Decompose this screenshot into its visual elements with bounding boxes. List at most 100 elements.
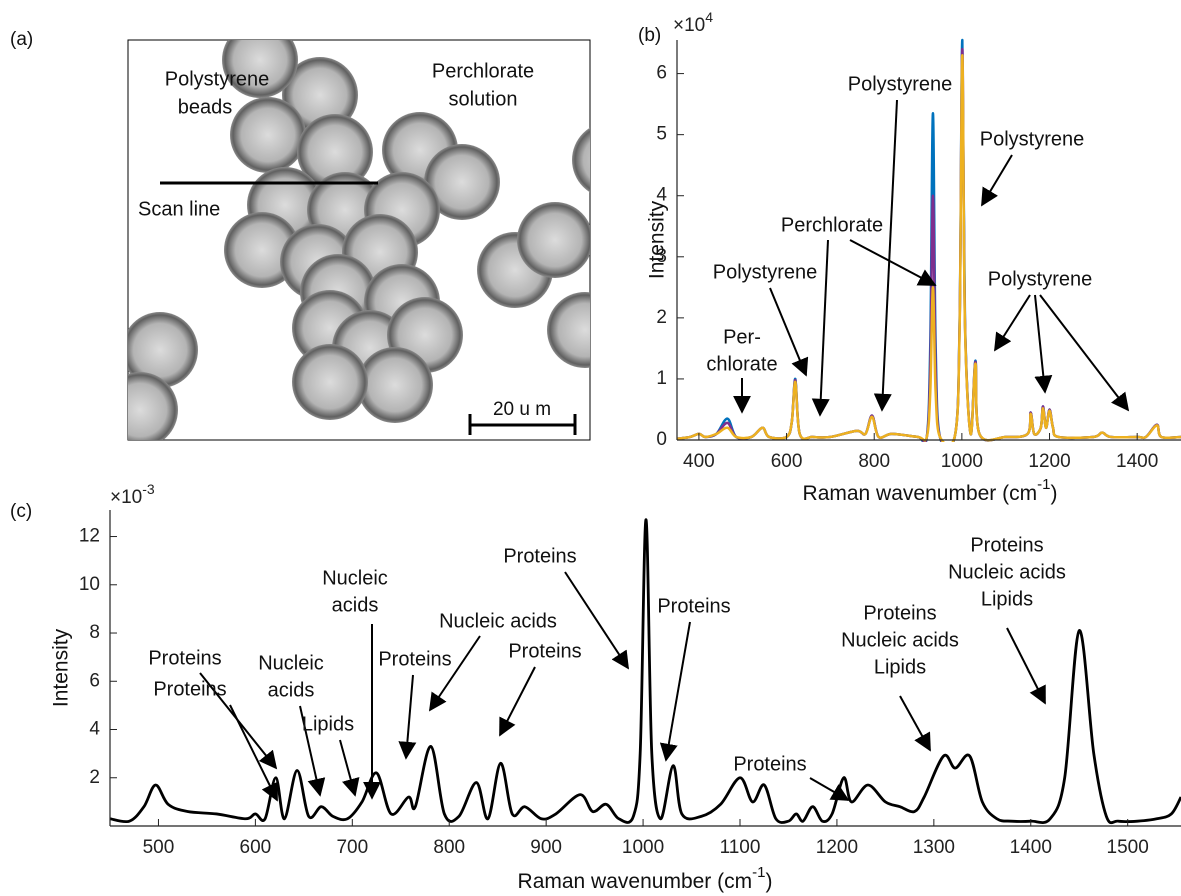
x-tick-label: 1000 [941, 451, 983, 472]
x-tick-label: 400 [683, 451, 715, 472]
x-axis-label: Raman wavenumber (cm-1) [518, 864, 773, 893]
y-tick-label: 8 [89, 622, 100, 643]
annotation: Proteins [153, 678, 226, 700]
bead [222, 40, 298, 98]
x-tick-label: 1300 [913, 837, 955, 858]
annotation-arrow [499, 666, 536, 737]
y-tick-label: 6 [656, 63, 667, 84]
bead [292, 344, 368, 420]
y-tick-label: 2 [656, 307, 667, 328]
annotation: Perchlorate [432, 60, 534, 82]
annotation-arrow [229, 704, 278, 802]
spectrum-line [110, 518, 1181, 825]
y-multiplier-base: ×10 [110, 487, 142, 508]
panel-label: (a) [10, 29, 33, 50]
annotation-arrow [994, 294, 1031, 352]
y-tick-label: 0 [656, 429, 667, 450]
annotation: Proteins [508, 640, 581, 662]
spectrum-line [677, 47, 1181, 442]
annotation: solution [449, 88, 518, 110]
annotation: Scan line [138, 198, 220, 220]
y-tick-label: 10 [79, 574, 100, 595]
y-tick-label: 12 [79, 526, 100, 547]
x-tick-label: 600 [771, 451, 803, 472]
annotation-arrow [339, 739, 360, 797]
bead [424, 144, 500, 220]
y-multiplier: ×104 [673, 9, 713, 36]
bead [572, 127, 590, 193]
annotation: Proteins [148, 647, 221, 669]
bead [230, 97, 306, 173]
annotation: Polystyrene [165, 68, 270, 90]
bead [517, 202, 590, 278]
x-tick-label: 1200 [816, 837, 858, 858]
annotation-arrow [899, 695, 931, 752]
bead [128, 372, 178, 440]
beads [128, 40, 590, 440]
annotation: Lipids [874, 656, 926, 678]
annotation: Proteins [970, 534, 1043, 556]
y-tick-label: 5 [656, 124, 667, 145]
x-axis-label-text: Raman wavenumber (cm [803, 482, 1038, 505]
annotation: beads [178, 96, 233, 118]
annotation: Lipids [981, 588, 1033, 610]
y-tick-label: 1 [656, 368, 667, 389]
spectrum-line [677, 54, 1181, 442]
bead [282, 57, 358, 133]
annotation: Proteins [503, 545, 576, 567]
x-tick-label: 500 [143, 837, 175, 858]
plot-lines [110, 518, 1181, 825]
y-multiplier-base: ×10 [673, 15, 705, 36]
annotation: Nucleic [258, 652, 324, 674]
y-tick-label: 2 [89, 767, 100, 788]
x-tick-label: 1500 [1107, 837, 1149, 858]
x-tick-label: 900 [530, 837, 562, 858]
bead [547, 292, 590, 368]
bead [297, 114, 373, 190]
annotation: Polystyrene [713, 261, 818, 283]
x-tick-label: 600 [240, 837, 272, 858]
x-tick-label: 1400 [1010, 837, 1052, 858]
annotation: chlorate [706, 353, 777, 375]
x-axis-label-superscript: -1 [1037, 476, 1050, 493]
annotation-arrow [659, 621, 691, 762]
annotation: Lipids [302, 713, 354, 735]
x-axis-label-text: ) [765, 870, 772, 893]
annotation-arrow [1006, 627, 1046, 705]
x-tick-label: 1000 [622, 837, 664, 858]
y-tick-label: 4 [656, 185, 667, 206]
annotation: Per- [723, 326, 761, 348]
annotation-arrow [849, 239, 937, 286]
annotation: Nucleic acids [948, 561, 1066, 583]
annotation-arrow [981, 154, 1013, 207]
x-axis-label: Raman wavenumber (cm-1) [803, 476, 1058, 505]
x-axis-label-text: ) [1050, 482, 1057, 505]
annotation-arrow [1034, 294, 1053, 394]
annotation: Proteins [863, 602, 936, 624]
plot-lines [677, 38, 1181, 442]
y-multiplier-exponent: 4 [705, 9, 713, 25]
annotation: Polystyrene [988, 268, 1093, 290]
annotation: Proteins [378, 648, 451, 670]
panel-label: (b) [638, 25, 661, 46]
annotation: Proteins [657, 595, 730, 617]
bead [128, 312, 198, 388]
annotation-arrow [873, 99, 898, 412]
panel-label: (c) [10, 501, 32, 522]
x-tick-label: 1400 [1116, 451, 1158, 472]
annotation-arrow [811, 239, 830, 417]
scale-bar [468, 414, 577, 435]
y-tick-label: 6 [89, 670, 100, 691]
annotation-arrow [769, 287, 809, 377]
annotation: Perchlorate [781, 214, 883, 236]
annotation: Nucleic acids [439, 610, 557, 632]
x-tick-label: 800 [858, 451, 890, 472]
annotation: Polystyrene [980, 128, 1085, 150]
scale-bar-label: 20 u m [493, 399, 551, 420]
y-multiplier: ×10-3 [110, 481, 155, 508]
x-tick-label: 800 [433, 837, 465, 858]
y-tick-label: 3 [656, 246, 667, 267]
annotation: Polystyrene [848, 73, 953, 95]
annotation-arrow [564, 571, 629, 670]
bead [357, 347, 433, 423]
